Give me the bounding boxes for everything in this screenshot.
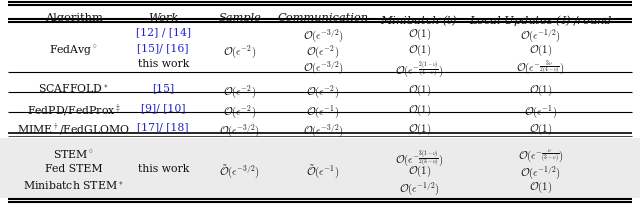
Text: $\mathcal{O}(\epsilon^{-1/2})$: $\mathcal{O}(\epsilon^{-1/2})$ bbox=[520, 164, 561, 181]
Text: $\mathcal{O}(1)$: $\mathcal{O}(1)$ bbox=[408, 43, 431, 58]
Text: $\mathcal{O}(\epsilon^{-2})$: $\mathcal{O}(\epsilon^{-2})$ bbox=[307, 83, 340, 100]
Text: Minibatch ($b$): Minibatch ($b$) bbox=[380, 13, 458, 28]
Text: $\mathcal{O}(\epsilon^{-1/2})$: $\mathcal{O}(\epsilon^{-1/2})$ bbox=[399, 180, 440, 197]
Text: $\mathcal{O}(\epsilon^{-3/2})$: $\mathcal{O}(\epsilon^{-3/2})$ bbox=[220, 122, 260, 139]
Bar bbox=[0, 138, 640, 198]
Text: $\mathcal{O}(\epsilon^{-3/2})$: $\mathcal{O}(\epsilon^{-3/2})$ bbox=[303, 122, 344, 139]
Text: $\mathcal{O}(\epsilon^{-1})$: $\mathcal{O}(\epsilon^{-1})$ bbox=[524, 103, 557, 120]
Text: Minibatch STEM$^*$: Minibatch STEM$^*$ bbox=[24, 180, 124, 192]
Text: Sample: Sample bbox=[219, 13, 261, 23]
Text: $\mathcal{O}(\epsilon^{-\frac{\nu}{(3-\nu)}})$: $\mathcal{O}(\epsilon^{-\frac{\nu}{(3-\n… bbox=[518, 148, 564, 164]
Text: $\mathcal{O}(1)$: $\mathcal{O}(1)$ bbox=[408, 103, 431, 118]
Text: STEM$^\circ$: STEM$^\circ$ bbox=[53, 148, 94, 160]
Text: Local Updates ($I$) /round: Local Updates ($I$) /round bbox=[469, 13, 612, 28]
Text: $\mathcal{O}(1)$: $\mathcal{O}(1)$ bbox=[408, 122, 431, 137]
Text: $\mathcal{O}(\epsilon^{-\frac{3(1-\nu)}{2(3-\nu)}})$: $\mathcal{O}(\epsilon^{-\frac{3(1-\nu)}{… bbox=[395, 148, 444, 169]
Text: $\mathcal{O}(\epsilon^{-\frac{3\nu}{2(4-\nu)}})$: $\mathcal{O}(\epsilon^{-\frac{3\nu}{2(4-… bbox=[516, 59, 565, 78]
Text: $\mathcal{O}(1)$: $\mathcal{O}(1)$ bbox=[408, 164, 431, 179]
Text: $\mathcal{O}(1)$: $\mathcal{O}(1)$ bbox=[408, 27, 431, 42]
Text: $\mathcal{O}(\epsilon^{-2})$: $\mathcal{O}(\epsilon^{-2})$ bbox=[223, 103, 257, 120]
Text: Fed STEM: Fed STEM bbox=[45, 164, 102, 174]
Text: $\mathcal{O}(\epsilon^{-3/2})$: $\mathcal{O}(\epsilon^{-3/2})$ bbox=[303, 27, 344, 44]
Text: $\mathcal{O}(1)$: $\mathcal{O}(1)$ bbox=[529, 83, 552, 98]
Text: Algorithm: Algorithm bbox=[45, 13, 102, 23]
Text: FedAvg$^\circ$: FedAvg$^\circ$ bbox=[49, 43, 98, 57]
Text: $\mathcal{O}(\epsilon^{-\frac{2(1-\nu)}{(4-\nu)}})$: $\mathcal{O}(\epsilon^{-\frac{2(1-\nu)}{… bbox=[395, 59, 444, 80]
Text: $\mathcal{O}(1)$: $\mathcal{O}(1)$ bbox=[408, 83, 431, 98]
Text: $\mathcal{O}(\epsilon^{-1/2})$: $\mathcal{O}(\epsilon^{-1/2})$ bbox=[520, 27, 561, 44]
Text: [12] / [14]: [12] / [14] bbox=[136, 27, 191, 37]
Text: this work: this work bbox=[138, 164, 189, 174]
Text: $\mathcal{O}(1)$: $\mathcal{O}(1)$ bbox=[529, 43, 552, 58]
Text: $\mathcal{O}(\epsilon^{-2})$: $\mathcal{O}(\epsilon^{-2})$ bbox=[307, 43, 340, 60]
Text: this work: this work bbox=[138, 59, 189, 69]
Text: SCAFFOLD$^*$: SCAFFOLD$^*$ bbox=[38, 83, 109, 95]
Text: Communication: Communication bbox=[278, 13, 369, 23]
Text: $\mathcal{O}(1)$: $\mathcal{O}(1)$ bbox=[529, 122, 552, 137]
Text: $\mathcal{O}(\epsilon^{-1})$: $\mathcal{O}(\epsilon^{-1})$ bbox=[307, 103, 340, 120]
Text: $\mathcal{O}(\epsilon^{-3/2})$: $\mathcal{O}(\epsilon^{-3/2})$ bbox=[303, 59, 344, 76]
Text: [15]/ [16]: [15]/ [16] bbox=[138, 43, 189, 53]
Text: $\tilde{\mathcal{O}}(\epsilon^{-1})$: $\tilde{\mathcal{O}}(\epsilon^{-1})$ bbox=[307, 164, 340, 181]
Text: $\mathcal{O}(\epsilon^{-2})$: $\mathcal{O}(\epsilon^{-2})$ bbox=[223, 43, 257, 60]
Text: $\mathcal{O}(1)$: $\mathcal{O}(1)$ bbox=[529, 180, 552, 195]
Text: $\tilde{\mathcal{O}}(\epsilon^{-3/2})$: $\tilde{\mathcal{O}}(\epsilon^{-3/2})$ bbox=[220, 164, 260, 181]
Text: [9]/ [10]: [9]/ [10] bbox=[141, 103, 186, 113]
Text: $\mathcal{O}(\epsilon^{-2})$: $\mathcal{O}(\epsilon^{-2})$ bbox=[223, 83, 257, 100]
Text: MIME$^\dagger$/FedGLOMO: MIME$^\dagger$/FedGLOMO bbox=[17, 122, 130, 138]
Text: [17]/ [18]: [17]/ [18] bbox=[138, 122, 189, 132]
Text: FedPD/FedProx$^\ddagger$: FedPD/FedProx$^\ddagger$ bbox=[27, 103, 120, 119]
Text: Work: Work bbox=[148, 13, 179, 23]
Text: [15]: [15] bbox=[152, 83, 174, 93]
